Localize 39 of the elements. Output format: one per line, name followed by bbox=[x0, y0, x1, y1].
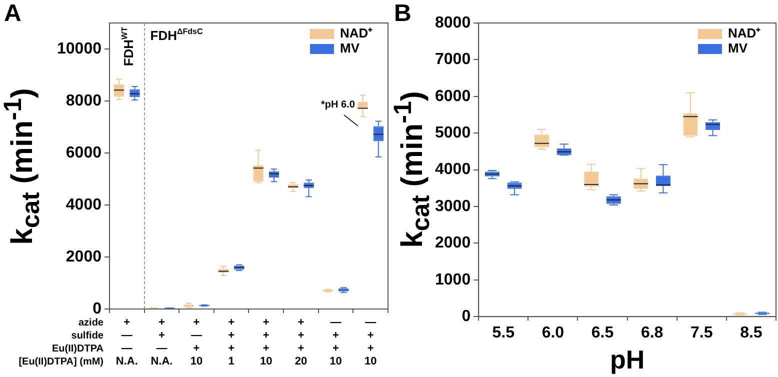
x-tick-label: + + + 20 bbox=[294, 316, 308, 368]
y-tick-label: 6000 bbox=[66, 144, 102, 162]
y-tick-label: 4000 bbox=[435, 161, 471, 178]
x-tick-label: + + — N.A. bbox=[150, 316, 173, 368]
y-tick-label: 8000 bbox=[435, 14, 471, 32]
x-tick-label: 6.0 bbox=[542, 324, 564, 342]
y-tick-label: 6000 bbox=[435, 88, 471, 105]
y-tick-label: 0 bbox=[462, 308, 471, 326]
y-tick-label: 7000 bbox=[435, 51, 471, 68]
chart-title: B bbox=[394, 0, 412, 27]
y-tick-label: 4000 bbox=[66, 196, 102, 214]
x-tick-label: 5.5 bbox=[492, 324, 515, 342]
x-tick-label: + — — N.A. bbox=[116, 316, 138, 368]
x-tick-label: 7.5 bbox=[690, 324, 713, 342]
x-tick-label: — + + 10 bbox=[330, 316, 342, 368]
x-tick-label: + — + 10 bbox=[190, 316, 203, 368]
y-tick-label: 2000 bbox=[435, 234, 471, 252]
annotation: FDHWT bbox=[120, 26, 136, 66]
y-tick-label: 2000 bbox=[66, 248, 102, 266]
annotation: *pH 6.0 bbox=[321, 100, 356, 111]
y-tick-label: 0 bbox=[92, 300, 102, 318]
legend-label: MV bbox=[728, 40, 748, 56]
x-tick-label: + + + 10 bbox=[260, 316, 272, 368]
legend-label: MV bbox=[340, 40, 360, 56]
x-tick-label: + + + 1 bbox=[228, 316, 235, 368]
y-tick-label: 1000 bbox=[435, 271, 471, 288]
x-tick-label: 6.8 bbox=[640, 324, 664, 342]
x-axis-title: azide sulfide Eu(II)DTPA [Eu(II)DTPA] (mM) bbox=[18, 317, 104, 368]
y-tick-label: 3000 bbox=[435, 198, 471, 215]
y-tick-label: 10000 bbox=[56, 40, 102, 58]
x-tick-label: 6.5 bbox=[591, 324, 614, 342]
chart-title: A bbox=[4, 0, 22, 27]
x-axis-title: pH bbox=[610, 344, 645, 375]
y-tick-label: 5000 bbox=[435, 124, 471, 142]
legend-label: NAD⁺ bbox=[728, 26, 762, 41]
y-tick-label: 8000 bbox=[66, 92, 102, 110]
legend-label: NAD⁺ bbox=[340, 26, 374, 41]
x-tick-label: — + + 10 bbox=[364, 316, 377, 368]
x-tick-label: 8.5 bbox=[740, 324, 762, 342]
